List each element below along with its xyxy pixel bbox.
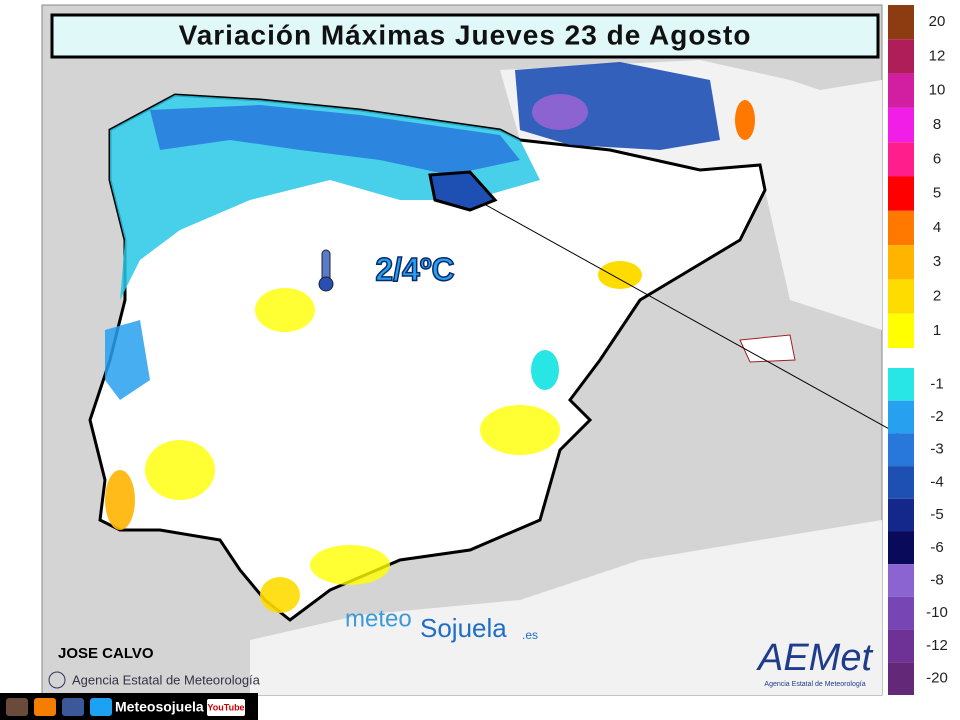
- legend-swatch: [888, 210, 914, 246]
- legend-swatch: [888, 313, 914, 348]
- cooling-zone: [532, 94, 588, 130]
- africa-land: [250, 520, 882, 695]
- legend-label: 8: [933, 116, 941, 133]
- legend-label: 10: [929, 82, 946, 99]
- legend-swatch: [888, 368, 914, 401]
- warming-zone: [260, 577, 300, 613]
- thermometer-icon: [318, 276, 334, 292]
- legend-swatch: [888, 5, 914, 40]
- legend-swatch: [888, 531, 914, 565]
- balearic-islands: [739, 334, 796, 363]
- cooling-zone: [105, 320, 150, 400]
- warming-zone: [255, 288, 315, 332]
- legend-label: 1: [933, 322, 941, 339]
- legend-swatch: [888, 279, 914, 314]
- legend-label: -5: [930, 506, 943, 523]
- legend-swatch: [888, 39, 914, 74]
- social-icon[interactable]: [34, 698, 56, 716]
- legend-swatch: [888, 433, 914, 467]
- logo-subtitle: Agencia Estatal de Meteorología: [764, 681, 865, 688]
- warming-zone: [105, 470, 135, 530]
- title-box: [50, 13, 880, 59]
- annotation: 2/4ºC: [375, 251, 454, 287]
- watermark: .es: [522, 628, 538, 642]
- legend-label: 3: [933, 253, 941, 270]
- legend-label: 6: [933, 150, 941, 167]
- cooling-zone: [531, 350, 559, 390]
- legend-label: 5: [933, 185, 941, 202]
- youtube-badge[interactable]: [207, 699, 245, 716]
- legend-swatch: [888, 107, 914, 143]
- legend-swatch: [888, 73, 914, 108]
- cooling-zone: [150, 105, 520, 175]
- legend-label: 12: [929, 47, 946, 64]
- legend-label: -1: [930, 375, 943, 392]
- legend-label: -10: [926, 604, 948, 621]
- warming-zone: [735, 100, 755, 140]
- legend-swatch: [888, 498, 914, 532]
- legend-label: -12: [926, 637, 948, 654]
- legend-swatch: [888, 629, 914, 663]
- warming-zone: [480, 405, 560, 455]
- warming-zone: [598, 261, 642, 289]
- warming-zone: [310, 545, 390, 585]
- legend-swatch: [888, 662, 914, 695]
- social-icon[interactable]: [6, 698, 28, 716]
- legend-label: -4: [930, 473, 943, 490]
- pointer-line: [449, 184, 901, 436]
- legend-label: 2: [933, 288, 941, 305]
- warming-zone: [145, 440, 215, 500]
- legend-label: -8: [930, 572, 943, 589]
- copyright-icon: [48, 671, 66, 689]
- social-icon[interactable]: [62, 698, 84, 716]
- legend-label: 4: [933, 219, 941, 236]
- la-rioja: [428, 170, 498, 212]
- legend-swatch: [888, 596, 914, 630]
- legend-swatch: [888, 400, 914, 434]
- credit: Agencia Estatal de Meteorología: [72, 672, 261, 687]
- legend-label: -3: [930, 441, 943, 458]
- legend-swatch: [888, 176, 914, 211]
- logo: AEMet: [756, 637, 873, 679]
- footer-site[interactable]: Meteosojuela: [115, 699, 204, 715]
- legend-swatch: [888, 245, 914, 280]
- watermark: meteo: [345, 605, 412, 632]
- legend-label: -6: [930, 539, 943, 556]
- legend-label: -2: [930, 408, 943, 425]
- legend-swatch: [888, 142, 914, 177]
- legend-swatch: [888, 564, 914, 597]
- watermark: Sojuela: [420, 613, 507, 643]
- legend-label: 20: [929, 13, 946, 30]
- social-icon[interactable]: [90, 698, 112, 716]
- author: JOSE CALVO: [58, 645, 154, 662]
- title: Variación Máximas Jueves 23 de Agosto: [179, 19, 752, 50]
- iberia-land: [88, 93, 767, 622]
- legend-swatch: [888, 466, 914, 499]
- legend-label: -20: [926, 670, 948, 687]
- youtube-label[interactable]: YouTube: [207, 702, 244, 712]
